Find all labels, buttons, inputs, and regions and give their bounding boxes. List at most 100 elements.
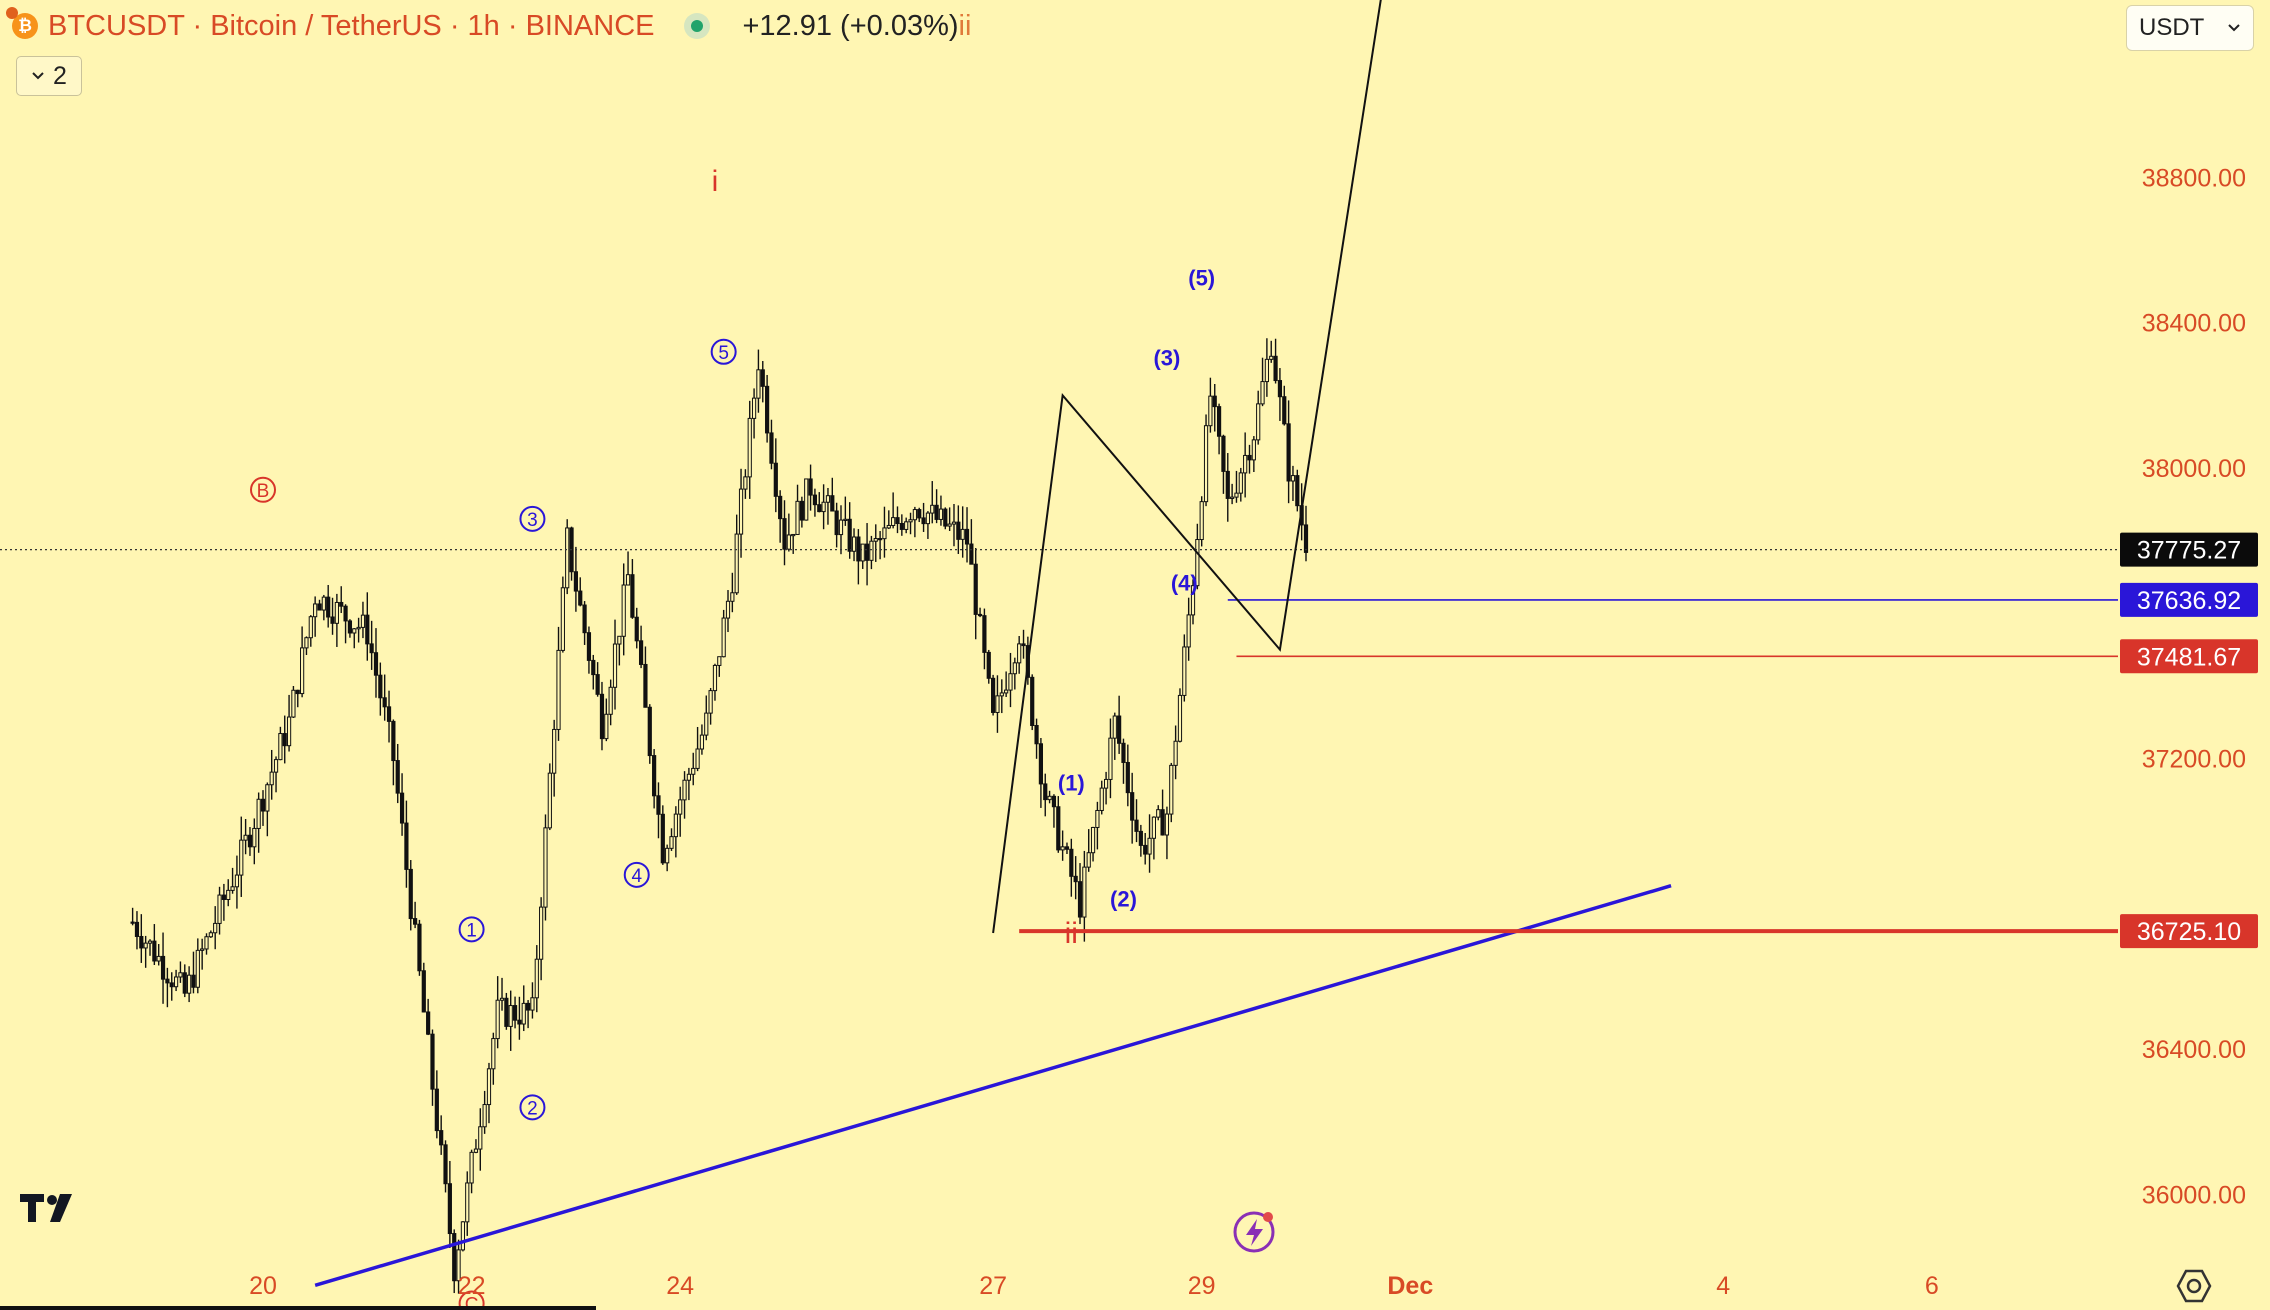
candle [691, 752, 696, 786]
candle [591, 654, 596, 690]
candle [699, 724, 705, 755]
candle-body [838, 519, 844, 536]
currency-select[interactable]: USDT [2126, 5, 2254, 51]
candle [1021, 629, 1026, 659]
candle-body [1256, 403, 1261, 441]
lightning-icon[interactable] [1232, 1208, 1280, 1256]
candle [147, 939, 153, 956]
candle-body [1251, 439, 1256, 461]
candle [547, 763, 552, 831]
candle [682, 771, 687, 819]
candle [573, 546, 578, 612]
candle-body [165, 978, 170, 984]
gear-icon[interactable] [2176, 1268, 2212, 1304]
candle-body [938, 508, 944, 520]
wave-label-circle [250, 476, 276, 503]
wave-label: ii [1065, 917, 1078, 950]
candle [200, 938, 205, 970]
candle [369, 620, 374, 670]
candle [1264, 338, 1269, 397]
candle-body [278, 733, 283, 761]
wave-label-text: 4 [631, 866, 642, 887]
candle-body [243, 834, 248, 841]
candle [278, 726, 283, 761]
candle-body [1260, 381, 1265, 405]
candle [1134, 799, 1139, 843]
candle-body [1103, 778, 1109, 789]
time-scrollbar [0, 1306, 596, 1310]
candle [491, 1032, 496, 1085]
candle [1082, 850, 1087, 942]
candle-body [399, 792, 405, 824]
x-axis-tick-label: 22 [458, 1272, 486, 1300]
candle-body [1012, 662, 1017, 675]
candle-body [599, 693, 605, 740]
candle-body [1117, 715, 1122, 744]
collapse-indicators-button[interactable]: 2 [16, 56, 82, 96]
candle [439, 1115, 444, 1155]
candle-body [999, 692, 1004, 697]
candle [604, 698, 609, 742]
symbol-header[interactable]: ₿ BTCUSDT · Bitcoin / TetherUS · 1h · BI… [6, 6, 971, 46]
candle [343, 604, 348, 644]
candle-body [882, 527, 887, 540]
candle [1077, 863, 1083, 925]
candle [373, 628, 379, 698]
candle-body [1216, 406, 1222, 437]
candle [686, 767, 691, 801]
candle-body [478, 1126, 483, 1150]
candle [408, 860, 413, 931]
candle-body [1017, 643, 1022, 664]
candle [273, 756, 279, 793]
candle [217, 886, 222, 935]
candle-body [1056, 806, 1061, 851]
candle-body [977, 613, 983, 617]
candle [1212, 383, 1217, 432]
candle [899, 514, 904, 536]
candle [208, 930, 213, 938]
candle-body [560, 587, 565, 651]
candle [1247, 444, 1252, 474]
candle-body [221, 894, 226, 900]
candle-body [791, 533, 796, 537]
candle-body [1164, 813, 1170, 836]
candle [1017, 635, 1022, 674]
candle [1147, 814, 1152, 873]
candle-body [204, 936, 209, 950]
candle-body [447, 1183, 452, 1235]
candle [1295, 469, 1300, 512]
candle-body [643, 663, 648, 708]
candle [1160, 789, 1165, 836]
price-label-text: 37775.27 [2137, 537, 2241, 565]
candle [756, 349, 761, 413]
candle-body [200, 948, 205, 951]
candle [1151, 816, 1156, 860]
candle [895, 506, 900, 534]
candle-body [725, 600, 731, 619]
candle-body [1203, 425, 1209, 503]
candle [1277, 368, 1283, 421]
tradingview-logo-icon[interactable] [20, 1190, 84, 1226]
candle-body [630, 574, 635, 618]
candle [638, 625, 644, 669]
candle [517, 996, 522, 1040]
candle-body [430, 1033, 435, 1090]
market-status-icon[interactable] [684, 13, 711, 39]
candle-body [1177, 694, 1183, 742]
candle [460, 1221, 466, 1252]
candle [1051, 794, 1057, 828]
wave-label-text: (5) [1188, 265, 1215, 290]
wave-label-circle [458, 1290, 485, 1310]
candle [1108, 718, 1113, 799]
candle [1095, 801, 1100, 850]
candle-body [878, 538, 883, 541]
chevron-down-icon [32, 72, 44, 80]
candle-body [421, 970, 426, 1013]
candle-body [152, 940, 157, 962]
candle [130, 907, 135, 926]
wave-label: B [250, 476, 276, 503]
candle-body [991, 677, 996, 713]
candle [426, 998, 431, 1036]
symbol-line[interactable]: BTCUSDT · Bitcoin / TetherUS · 1h · BINA… [48, 9, 655, 42]
